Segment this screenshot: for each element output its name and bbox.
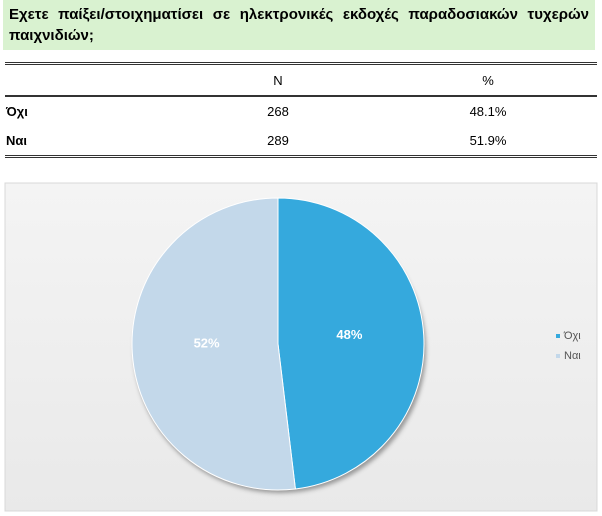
column-header: N [177, 63, 379, 97]
percent-cell: 48.1% [469, 104, 507, 119]
legend-marker [556, 354, 560, 358]
question-title: Εχετε παίξει/στοιχηματίσει σε ηλεκτρονικ… [3, 0, 595, 50]
row-label: Ναι [6, 133, 27, 148]
percent-cell: 51.9% [469, 133, 507, 148]
slice-label: 48% [336, 327, 362, 342]
slice-label: 52% [194, 336, 220, 351]
legend-label: Όχι [563, 330, 581, 342]
column-header: % [379, 63, 597, 97]
pie-slice [131, 197, 296, 491]
results-table: N% Όχι 268 48.1% Ναι 289 51.9% [5, 62, 597, 158]
legend-marker [556, 334, 560, 338]
count-cell: 268 [267, 104, 289, 119]
empty-header [5, 63, 177, 97]
pie-slice [277, 197, 425, 490]
table-row: Όχι 268 48.1% [5, 96, 597, 126]
table-row: Ναι 289 51.9% [5, 126, 597, 157]
legend-label: Ναι [564, 350, 581, 362]
header-row: N% [5, 63, 597, 97]
count-cell: 289 [267, 133, 289, 148]
row-label: Όχι [6, 104, 28, 119]
